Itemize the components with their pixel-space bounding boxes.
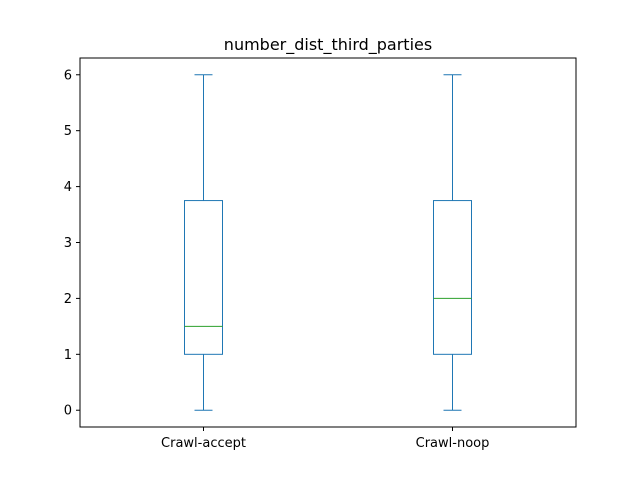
box-crawl-accept: [184, 200, 223, 355]
y-tick-label: 6: [64, 68, 72, 83]
y-tick-label: 5: [64, 124, 72, 139]
chart-title: number_dist_third_parties: [224, 35, 432, 55]
y-tick-label: 1: [64, 348, 72, 363]
x-tick-label: Crawl-noop: [416, 436, 490, 451]
box-crawl-noop: [433, 200, 472, 355]
y-tick-label: 2: [64, 292, 72, 307]
y-tick-label: 3: [64, 236, 72, 251]
y-tick-label: 0: [64, 404, 72, 419]
y-tick-label: 4: [64, 180, 72, 195]
x-tick-label: Crawl-accept: [161, 436, 246, 451]
axes-frame: [79, 57, 577, 428]
plot-area: 0 1 2 3 4 5 6 Crawl-accept Crawl-noop: [64, 57, 577, 451]
